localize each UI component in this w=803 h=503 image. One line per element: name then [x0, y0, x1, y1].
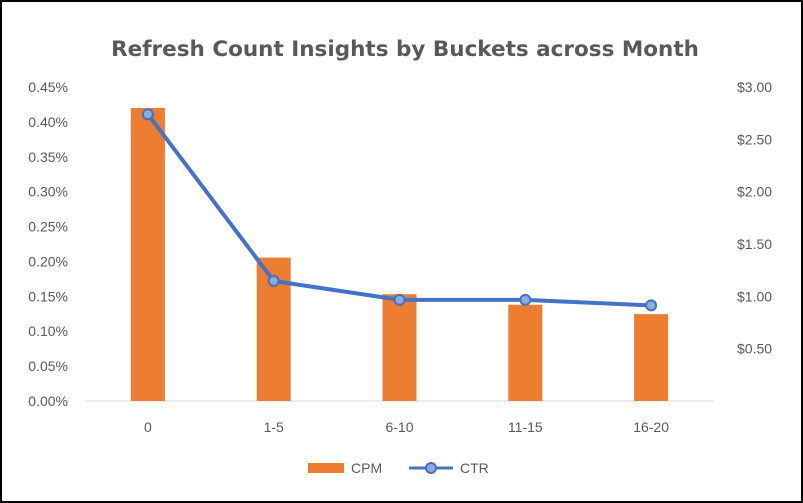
left-axis-tick-label: 0.45% [28, 79, 68, 95]
cpm-bars [130, 107, 669, 401]
left-axis-tick-label: 0.30% [28, 184, 68, 200]
right-axis-tick-label: $0.50 [737, 341, 772, 357]
legend-label-cpm: CPM [351, 460, 382, 476]
cpm-bar [130, 107, 165, 401]
legend-swatch-cpm [308, 463, 344, 473]
left-axis-tick-label: 0.10% [28, 323, 68, 339]
category-label: 6-10 [385, 419, 413, 435]
cpm-bar [634, 314, 669, 401]
ctr-point [141, 108, 154, 121]
left-axis-tick-label: 0.05% [28, 358, 68, 374]
left-axis-tick-label: 0.00% [28, 393, 68, 409]
category-label: 16-20 [633, 419, 669, 435]
left-axis-tick-label: 0.20% [28, 253, 68, 269]
legend: CPM CTR [308, 460, 489, 476]
right-axis-tick-label: $3.00 [737, 79, 772, 95]
right-axis-tick-label: $2.50 [737, 131, 772, 147]
right-axis: $0.50 $1.00 $1.50 $2.00 $2.50 $3.00 [737, 79, 772, 357]
left-axis: 0.00% 0.05% 0.10% 0.15% 0.20% 0.25% 0.30% 0.35%… [28, 79, 68, 409]
left-axis-tick-label: 0.35% [28, 149, 68, 165]
ctr-line [146, 113, 652, 308]
category-label: 11-15 [508, 419, 543, 435]
right-axis-tick-label: $2.00 [737, 184, 772, 200]
ctr-point [393, 293, 406, 306]
category-label: 0 [144, 419, 152, 435]
right-axis-tick-label: $1.50 [737, 236, 772, 252]
left-axis-tick-label: 0.40% [28, 114, 68, 130]
ctr-point [645, 299, 658, 312]
cpm-bar [382, 294, 417, 401]
legend-marker-ctr [425, 462, 437, 474]
left-axis-tick-label: 0.25% [28, 219, 68, 235]
right-axis-tick-label: $1.00 [737, 288, 772, 304]
ctr-line-series [141, 108, 658, 312]
cpm-bar [508, 304, 543, 401]
category-axis: 0 1-5 6-10 11-15 16-20 [144, 419, 669, 435]
chart-title: Refresh Count Insights by Buckets across… [111, 37, 699, 62]
left-axis-tick-label: 0.15% [28, 288, 68, 304]
ctr-point [267, 274, 280, 287]
ctr-point [519, 293, 532, 306]
legend-label-ctr: CTR [460, 460, 489, 476]
category-label: 1-5 [264, 419, 284, 435]
